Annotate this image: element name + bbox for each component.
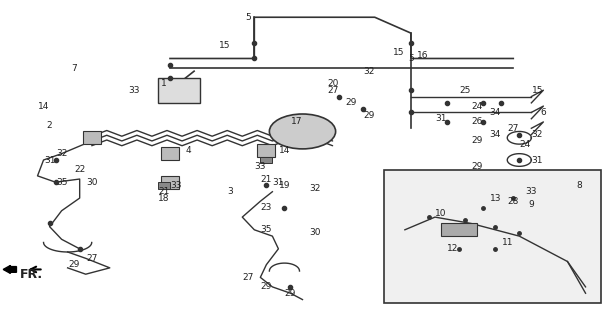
Text: 24: 24 bbox=[471, 101, 483, 111]
Text: 28: 28 bbox=[508, 197, 519, 206]
Text: 32: 32 bbox=[532, 130, 543, 139]
Text: 33: 33 bbox=[170, 181, 182, 190]
Text: 19: 19 bbox=[279, 181, 290, 190]
Text: 15: 15 bbox=[218, 41, 230, 50]
Text: 4: 4 bbox=[185, 146, 191, 155]
Text: 7: 7 bbox=[71, 63, 76, 73]
Text: 15: 15 bbox=[393, 48, 405, 57]
Text: 11: 11 bbox=[502, 238, 513, 247]
Text: 35: 35 bbox=[261, 225, 272, 234]
Bar bbox=[260, 157, 272, 163]
Text: 32: 32 bbox=[56, 149, 67, 158]
FancyBboxPatch shape bbox=[384, 170, 601, 303]
Text: 33: 33 bbox=[526, 187, 537, 196]
Text: 3: 3 bbox=[227, 187, 233, 196]
Text: 35: 35 bbox=[56, 178, 67, 187]
Text: 31: 31 bbox=[532, 156, 543, 164]
Text: 27: 27 bbox=[243, 273, 254, 282]
Bar bbox=[158, 77, 200, 103]
Text: 18: 18 bbox=[159, 194, 170, 203]
FancyArrow shape bbox=[3, 266, 16, 273]
Text: 5: 5 bbox=[246, 13, 251, 22]
Text: 30: 30 bbox=[86, 178, 97, 187]
Text: 29: 29 bbox=[345, 99, 356, 108]
Text: FR.: FR. bbox=[20, 268, 43, 281]
Bar bbox=[441, 223, 477, 236]
Bar bbox=[161, 176, 179, 188]
Text: 2: 2 bbox=[47, 121, 53, 130]
Bar bbox=[257, 144, 275, 157]
Text: 29: 29 bbox=[261, 282, 272, 292]
Text: 32: 32 bbox=[309, 184, 320, 193]
Text: 27: 27 bbox=[86, 254, 97, 263]
Text: 33: 33 bbox=[128, 86, 140, 95]
Text: 21: 21 bbox=[261, 174, 272, 184]
Text: 27: 27 bbox=[327, 86, 338, 95]
Text: 20: 20 bbox=[327, 79, 338, 88]
Text: 31: 31 bbox=[44, 156, 55, 164]
Text: 5: 5 bbox=[408, 54, 414, 63]
Text: 8: 8 bbox=[577, 181, 583, 190]
Text: 21: 21 bbox=[159, 187, 169, 196]
Text: 29: 29 bbox=[471, 162, 483, 171]
Text: 24: 24 bbox=[520, 140, 531, 148]
Bar bbox=[83, 132, 101, 144]
Text: 23: 23 bbox=[261, 203, 272, 212]
Text: 26: 26 bbox=[471, 117, 483, 126]
Text: 29: 29 bbox=[68, 260, 79, 269]
Text: 29: 29 bbox=[363, 111, 374, 120]
Text: 22: 22 bbox=[74, 165, 85, 174]
Text: 27: 27 bbox=[508, 124, 519, 133]
Bar bbox=[158, 182, 170, 188]
Text: 17: 17 bbox=[291, 117, 302, 126]
Bar bbox=[161, 147, 179, 160]
Text: 31: 31 bbox=[435, 114, 446, 123]
Text: 10: 10 bbox=[435, 209, 446, 219]
Text: 25: 25 bbox=[459, 86, 471, 95]
Text: 34: 34 bbox=[489, 130, 501, 139]
Text: 6: 6 bbox=[540, 108, 546, 117]
Text: 29: 29 bbox=[471, 136, 483, 146]
Circle shape bbox=[269, 114, 336, 149]
Text: 33: 33 bbox=[255, 162, 266, 171]
Text: 30: 30 bbox=[309, 228, 320, 237]
Text: 15: 15 bbox=[532, 86, 543, 95]
Text: 16: 16 bbox=[417, 51, 429, 60]
Text: 13: 13 bbox=[489, 194, 501, 203]
Text: 29: 29 bbox=[285, 289, 296, 298]
Text: 31: 31 bbox=[273, 178, 284, 187]
Text: 14: 14 bbox=[279, 146, 290, 155]
Text: 12: 12 bbox=[447, 244, 459, 253]
Text: 14: 14 bbox=[38, 101, 49, 111]
Text: 9: 9 bbox=[529, 200, 534, 209]
Text: 32: 32 bbox=[363, 67, 374, 76]
Text: 1: 1 bbox=[161, 79, 167, 88]
Text: 34: 34 bbox=[489, 108, 501, 117]
